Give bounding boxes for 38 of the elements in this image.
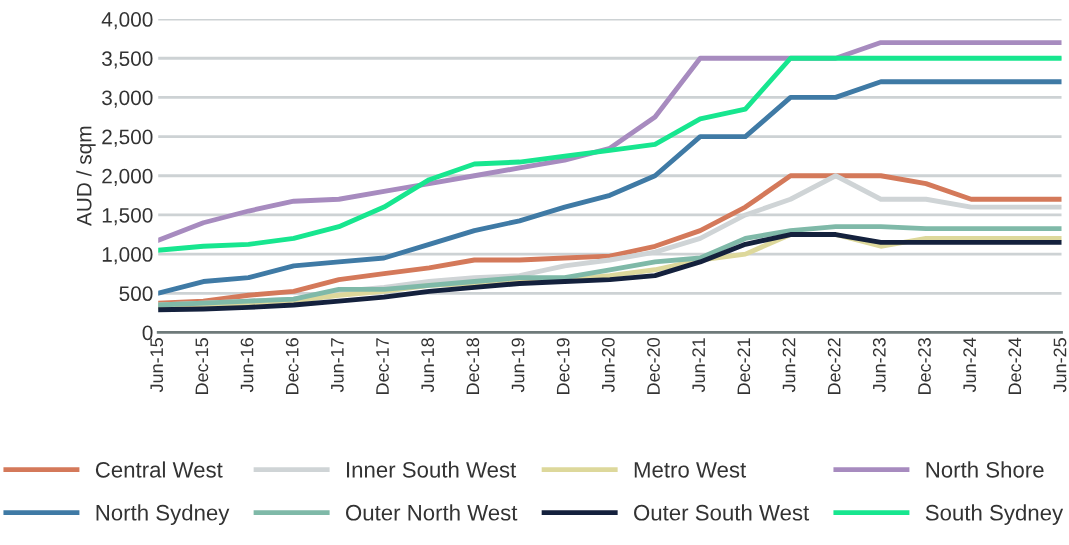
x-tick-label: Dec-21 xyxy=(737,338,751,395)
legend-label: Metro West xyxy=(634,462,747,478)
x-tick-label: Jun-19 xyxy=(511,338,525,393)
y-tick-label: 4,000 xyxy=(101,12,153,30)
x-tick-label: Dec-19 xyxy=(556,338,570,395)
legend-label: Outer North West xyxy=(346,504,518,521)
x-tick-label: Dec-16 xyxy=(285,338,299,395)
x-tick-label: Dec-24 xyxy=(1008,337,1022,395)
x-tick-label: Dec-17 xyxy=(376,338,389,395)
y-tick-label: 500 xyxy=(119,286,153,302)
y-tick-label: 3,000 xyxy=(102,90,153,108)
legend-label: South Sydney xyxy=(925,504,1064,525)
legend-label: North Shore xyxy=(926,461,1044,478)
y-tick-label: 1,500 xyxy=(102,207,153,226)
legend-label: Inner South West xyxy=(347,461,517,478)
y-tick-label: 2,500 xyxy=(102,129,153,147)
x-tick-label: Dec-22 xyxy=(827,338,841,395)
line-series xyxy=(158,79,1062,296)
legend-label: North Sydney xyxy=(96,504,230,525)
x-tick-label: Jun-25 xyxy=(1053,338,1067,393)
x-tick-label: Jun-23 xyxy=(872,338,886,393)
x-tick-label: Dec-18 xyxy=(466,338,480,395)
legend-label: Outer South West xyxy=(634,504,810,521)
y-tick-label: 1,000 xyxy=(102,247,153,265)
x-tick-label: Dec-15 xyxy=(195,338,209,395)
x-tick-label: Jun-21 xyxy=(692,338,706,393)
x-tick-label: Dec-20 xyxy=(647,338,660,395)
x-tick-label: Dec-23 xyxy=(918,338,931,395)
x-tick-label: Jun-24 xyxy=(963,337,977,393)
x-tick-label: Jun-18 xyxy=(421,338,435,393)
x-tick-label: Jun-20 xyxy=(601,338,615,393)
legend-label: Central West xyxy=(95,461,223,478)
x-tick-label: Jun-17 xyxy=(331,338,344,393)
x-tick-label: Jun-16 xyxy=(240,338,254,393)
x-tick-label: Jun-22 xyxy=(782,338,796,393)
y-tick-label: 3,500 xyxy=(102,51,153,69)
y-axis-title: AUD / sqm xyxy=(76,126,96,227)
y-tick-label: 2,000 xyxy=(102,168,153,186)
